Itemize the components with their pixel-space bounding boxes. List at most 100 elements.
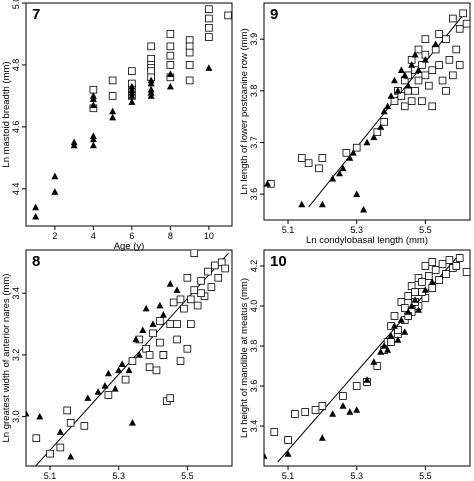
square-point	[46, 449, 54, 458]
square-point	[108, 92, 117, 100]
square-point	[373, 128, 382, 136]
square-point	[152, 366, 161, 375]
square-point	[186, 320, 195, 328]
y-tick-label: 3.2	[11, 349, 21, 362]
square-point	[421, 35, 430, 43]
square-point	[221, 264, 229, 273]
triangle-point	[329, 174, 337, 182]
square-point	[445, 56, 454, 64]
square-point	[104, 391, 113, 399]
y-tick-label: 3.8	[249, 85, 259, 98]
x-tick-label: 4	[91, 231, 96, 241]
x-tick-label: 5.5	[419, 225, 432, 235]
square-point	[435, 276, 443, 284]
y-tick-label: 3.9	[249, 33, 259, 46]
triangle-point	[349, 149, 357, 156]
square-point	[270, 428, 279, 436]
triangle-point	[370, 358, 378, 365]
square-point	[166, 42, 175, 51]
triangle-point	[118, 360, 126, 367]
y-tick-label: 4.0	[249, 300, 259, 313]
triangle-point	[394, 336, 402, 343]
square-point	[380, 118, 388, 126]
square-point	[190, 286, 199, 294]
triangle-point	[128, 419, 136, 426]
y-tick-label: 3.7	[249, 136, 259, 149]
triangle-point	[363, 138, 371, 146]
square-point	[414, 45, 423, 54]
triangle-point	[346, 408, 354, 415]
triangle-point	[89, 95, 97, 102]
square-point	[291, 410, 299, 418]
x-tick-label: 5.5	[419, 471, 432, 481]
square-point	[204, 267, 212, 276]
triangle-point	[408, 61, 416, 68]
triangle-point	[339, 402, 347, 409]
panel-number: 10	[270, 253, 287, 270]
square-point	[407, 97, 416, 105]
square-point	[315, 164, 323, 173]
triangle-point	[353, 406, 361, 413]
y-tick-label: 3.6	[249, 188, 259, 201]
triangle-point	[142, 304, 150, 312]
square-point	[400, 304, 409, 312]
square-point	[318, 402, 327, 410]
panel-8: 85.15.35.53.03.23.4Ln condylobasal lengt…	[1, 249, 233, 481]
plot-frame	[25, 249, 233, 467]
triangle-point	[89, 135, 97, 143]
square-point	[438, 260, 447, 268]
square-point	[185, 42, 194, 51]
triangle-point	[89, 141, 97, 149]
triangle-point	[205, 64, 213, 71]
triangle-point	[264, 180, 271, 187]
triangle-point	[360, 205, 368, 213]
triangle-point	[132, 335, 140, 343]
triangle-point	[411, 296, 419, 303]
triangle-point	[353, 190, 361, 197]
square-point	[166, 61, 175, 69]
square-point	[452, 45, 461, 54]
square-point	[211, 261, 219, 270]
triangle-point	[339, 164, 347, 172]
triangle-point	[421, 56, 429, 63]
triangle-point	[156, 301, 164, 309]
square-point	[342, 149, 351, 157]
square-point	[147, 42, 155, 51]
triangle-point	[94, 388, 102, 395]
square-point	[66, 418, 75, 427]
panel-number: 9	[270, 6, 278, 23]
triangle-point	[173, 286, 181, 293]
square-point	[214, 273, 223, 282]
y-tick-label: 3.0	[11, 410, 21, 423]
square-point	[404, 292, 412, 300]
square-point	[166, 30, 175, 38]
square-point	[390, 97, 399, 105]
square-point	[418, 61, 426, 69]
triangle-point	[67, 452, 75, 460]
square-point	[428, 284, 437, 292]
y-tick-label: 4.2	[249, 260, 259, 273]
triangle-point	[264, 452, 268, 459]
square-point	[185, 48, 194, 57]
square-point	[180, 304, 188, 313]
triangle-point	[397, 66, 405, 73]
panel-10: 105.15.35.53.43.63.84.04.2Ln condylobasa…	[239, 249, 471, 481]
square-point	[145, 351, 154, 359]
triangle-point	[128, 92, 136, 99]
x-tick-label: 10	[204, 231, 214, 241]
square-point	[452, 262, 461, 270]
square-point	[205, 5, 213, 13]
plot-frame	[263, 249, 471, 467]
square-point	[149, 329, 157, 338]
triangle-point	[70, 141, 78, 149]
x-tick-label: 2	[52, 231, 57, 241]
triangle-point	[298, 200, 306, 208]
square-point	[284, 436, 292, 444]
square-point	[205, 14, 213, 23]
triangle-point	[394, 87, 402, 94]
x-tick-label: 5.1	[44, 471, 57, 481]
plot-frame	[263, 2, 471, 221]
square-point	[193, 301, 202, 310]
square-point	[394, 326, 402, 334]
